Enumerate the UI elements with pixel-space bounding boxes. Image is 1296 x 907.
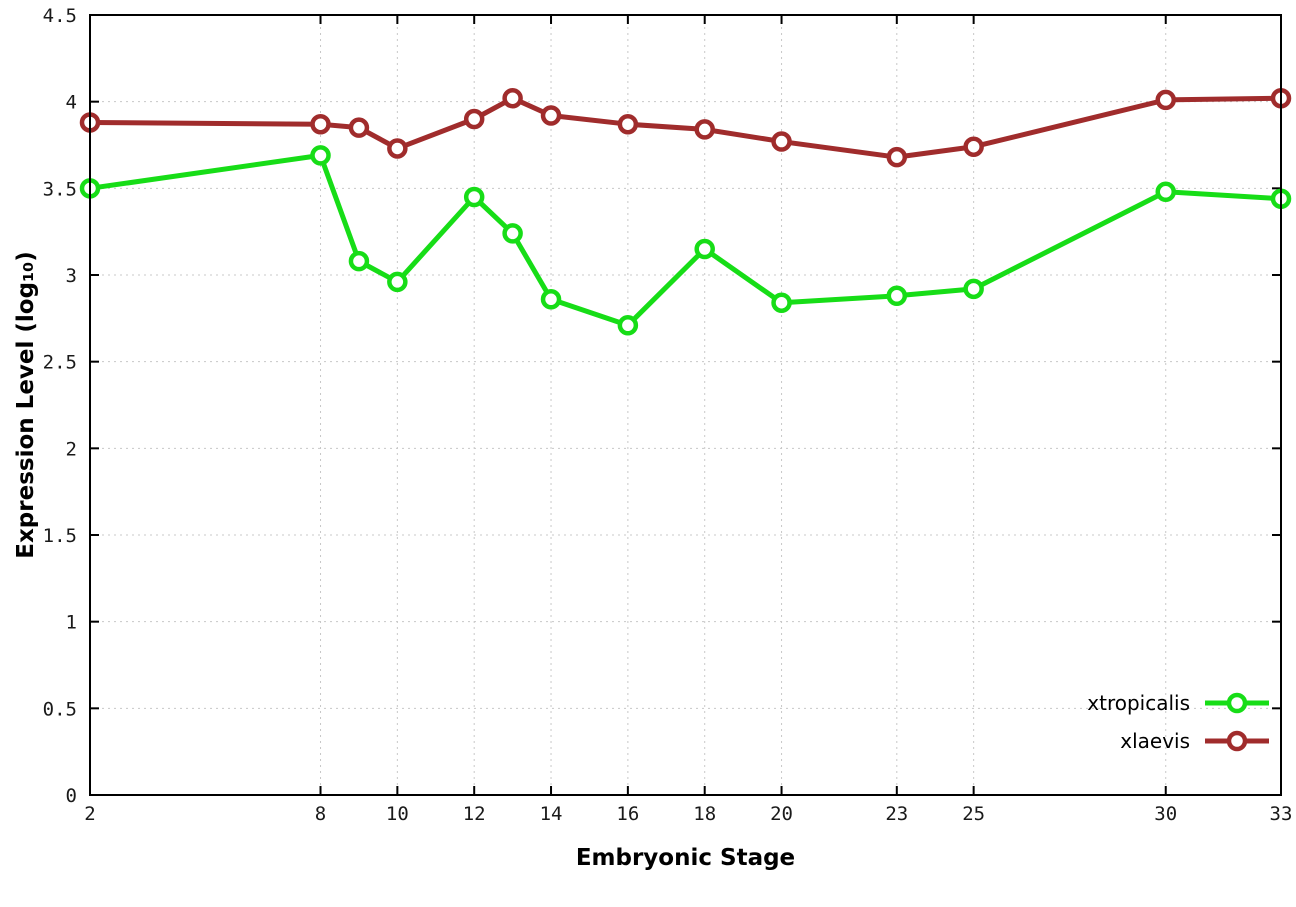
- marker-xlaevis: [348, 117, 370, 138]
- marker-xtropicalis: [771, 292, 792, 313]
- marker-xlaevis: [310, 113, 331, 135]
- marker-xtropicalis: [617, 315, 639, 336]
- x-tick-label: 20: [770, 803, 793, 825]
- x-tick-label: 10: [386, 803, 409, 825]
- y-tick-label: 3.5: [43, 178, 77, 200]
- marker-xlaevis: [886, 146, 908, 168]
- legend-item-xtropicalis: xtropicalis: [1087, 684, 1272, 722]
- y-tick-label: 0: [66, 785, 77, 807]
- marker-xlaevis: [1155, 89, 1176, 111]
- marker-xlaevis: [771, 131, 792, 152]
- series-line-xlaevis: [87, 95, 1284, 160]
- x-tick-label: 25: [962, 803, 985, 825]
- y-tick-label: 4.5: [43, 5, 77, 27]
- marker-xtropicalis: [310, 145, 331, 166]
- x-axis-title: Embryonic Stage: [575, 845, 796, 871]
- legend-sample-xtropicalis: [1205, 692, 1269, 714]
- y-tick-label: 3: [66, 265, 77, 287]
- marker-xtropicalis: [886, 285, 908, 307]
- marker-xlaevis: [502, 87, 523, 109]
- legend-item-xlaevis: xlaevis: [1087, 722, 1272, 760]
- marker-xlaevis: [963, 136, 984, 157]
- marker-xlaevis: [387, 138, 408, 159]
- y-tick-label: 2: [66, 438, 77, 460]
- plot-border: [89, 14, 1282, 796]
- marker-xtropicalis: [694, 238, 715, 260]
- marker-xtropicalis: [540, 289, 562, 310]
- legend-label-xlaevis: xlaevis: [1120, 729, 1190, 753]
- marker-xtropicalis: [387, 271, 408, 293]
- y-tick-label: 2.5: [43, 352, 77, 374]
- legend: xtropicalis xlaevis: [1087, 684, 1272, 760]
- x-tick-label: 33: [1270, 803, 1293, 825]
- y-tick-label: 1: [66, 612, 77, 634]
- x-tick-label: 23: [885, 803, 908, 825]
- marker-xlaevis: [694, 119, 715, 140]
- marker-xlaevis: [540, 105, 562, 126]
- x-tick-label: 16: [616, 803, 639, 825]
- marker-xlaevis: [463, 108, 485, 130]
- legend-label-xtropicalis: xtropicalis: [1087, 691, 1190, 715]
- legend-sample-xlaevis: [1205, 730, 1269, 752]
- marker-xtropicalis: [348, 250, 370, 272]
- x-tick-label: 18: [693, 803, 716, 825]
- legend-marker-icon: [1226, 730, 1248, 752]
- marker-xtropicalis: [463, 186, 485, 208]
- y-axis-title: Expression Level (log₁₀): [13, 251, 39, 559]
- x-tick-label: 30: [1154, 803, 1177, 825]
- x-tick-label: 14: [540, 803, 563, 825]
- x-tick-label: 8: [315, 803, 326, 825]
- y-tick-label: 4: [66, 92, 77, 114]
- marker-xtropicalis: [1155, 181, 1176, 203]
- x-tick-label: 12: [463, 803, 486, 825]
- marker-xtropicalis: [963, 278, 984, 300]
- legend-marker-icon: [1226, 692, 1248, 714]
- marker-xtropicalis: [502, 223, 523, 244]
- series-line-xtropicalis: [87, 152, 1284, 328]
- x-tick-label: 2: [84, 803, 95, 825]
- y-tick-label: 1.5: [43, 525, 77, 547]
- marker-xlaevis: [617, 113, 639, 135]
- y-tick-label: 0.5: [43, 698, 77, 720]
